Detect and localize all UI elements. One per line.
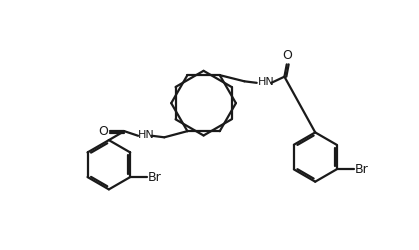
Text: Br: Br <box>148 170 162 183</box>
Text: HN: HN <box>258 77 275 87</box>
Text: O: O <box>282 49 292 62</box>
Text: Br: Br <box>354 163 368 176</box>
Text: O: O <box>98 126 108 138</box>
Text: HN: HN <box>138 130 155 140</box>
